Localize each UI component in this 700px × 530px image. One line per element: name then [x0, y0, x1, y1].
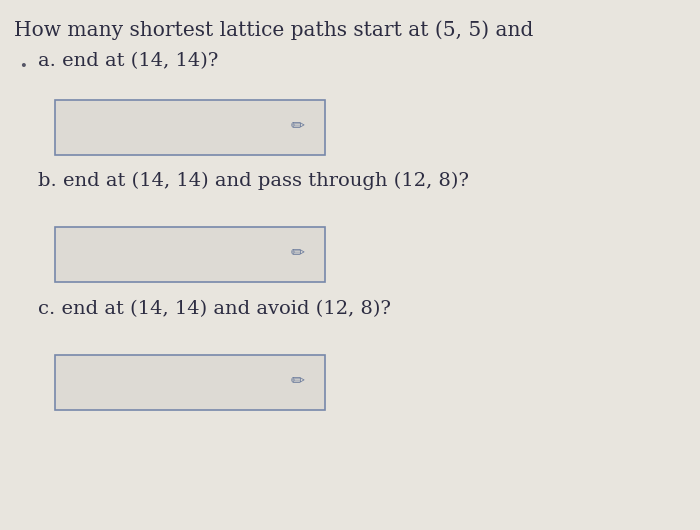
Text: ·: ·	[18, 52, 28, 83]
Text: a. end at (14, 14)?: a. end at (14, 14)?	[38, 52, 218, 70]
Bar	[55, 227, 325, 282]
Text: c. end at (14, 14) and avoid (12, 8)?: c. end at (14, 14) and avoid (12, 8)?	[38, 300, 391, 318]
Text: ✏: ✏	[290, 372, 304, 390]
Bar	[55, 355, 325, 410]
Bar	[55, 100, 325, 155]
Text: b. end at (14, 14) and pass through (12, 8)?: b. end at (14, 14) and pass through (12,…	[38, 172, 469, 190]
Text: How many shortest lattice paths start at (5, 5) and: How many shortest lattice paths start at…	[14, 20, 533, 40]
Text: ✏: ✏	[290, 243, 304, 261]
Text: ✏: ✏	[290, 117, 304, 135]
